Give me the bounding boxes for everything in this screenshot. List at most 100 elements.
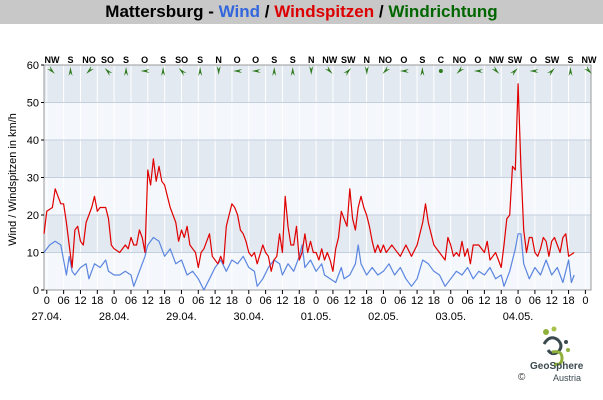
direction-arrow-icon bbox=[68, 67, 73, 76]
x-tick-label: 06 bbox=[58, 295, 70, 307]
direction-label: N bbox=[364, 55, 371, 65]
copyright-symbol: © bbox=[518, 372, 526, 383]
date-label: 30.04. bbox=[233, 311, 264, 323]
direction-arrow-icon bbox=[343, 68, 352, 76]
y-tick-label: 10 bbox=[27, 248, 39, 260]
direction-arrow-icon bbox=[178, 68, 187, 76]
direction-label: O bbox=[530, 55, 537, 65]
logo-name: GeoSphere bbox=[530, 361, 584, 372]
x-tick-label: 12 bbox=[411, 295, 423, 307]
date-label: 29.04. bbox=[166, 311, 197, 323]
date-label: 03.05. bbox=[435, 311, 466, 323]
x-tick-label: 18 bbox=[495, 295, 507, 307]
x-tick-label: 12 bbox=[546, 295, 558, 307]
chart-title: Mattersburg - Wind / Windspitzen / Windr… bbox=[0, 0, 603, 24]
date-label: 04.05. bbox=[503, 311, 534, 323]
date-label: 27.04. bbox=[32, 311, 63, 323]
series-line-windspitzen bbox=[43, 83, 575, 272]
title-sep-3: / bbox=[374, 2, 389, 21]
x-tick-label: 0 bbox=[448, 295, 454, 307]
direction-label: O bbox=[141, 55, 148, 65]
grid-band bbox=[44, 65, 591, 103]
x-tick-label: 12 bbox=[209, 295, 221, 307]
direction-arrow-icon bbox=[420, 67, 425, 76]
y-tick-label: 20 bbox=[27, 210, 39, 222]
direction-label: NW bbox=[582, 55, 597, 65]
x-tick-label: 18 bbox=[226, 295, 238, 307]
direction-arrow-icon bbox=[290, 67, 295, 76]
x-tick-label: 06 bbox=[125, 295, 137, 307]
direction-label: NO bbox=[82, 55, 96, 65]
direction-arrow-icon bbox=[584, 66, 592, 74]
direction-arrow-icon bbox=[86, 66, 94, 74]
x-tick-label: 0 bbox=[44, 295, 50, 307]
direction-arrow-icon bbox=[382, 66, 391, 74]
title-sep-1: - bbox=[203, 2, 219, 21]
grid-band bbox=[44, 102, 591, 140]
direction-arrow-icon bbox=[161, 67, 166, 76]
direction-arrow-icon bbox=[364, 66, 369, 75]
x-tick-label: 18 bbox=[91, 295, 103, 307]
title-station: Mattersburg bbox=[105, 2, 204, 21]
x-tick-label: 06 bbox=[327, 295, 339, 307]
direction-arrow-icon bbox=[198, 67, 203, 76]
series-line-wind bbox=[43, 233, 575, 291]
calm-dot-icon bbox=[438, 69, 443, 73]
direction-label: C bbox=[438, 55, 445, 65]
direction-arrow-icon bbox=[216, 66, 221, 75]
x-tick-label: 18 bbox=[360, 295, 372, 307]
direction-arrow-icon bbox=[399, 69, 409, 73]
x-tick-label: 12 bbox=[142, 295, 154, 307]
x-tick-label: 0 bbox=[582, 295, 588, 307]
direction-label: S bbox=[419, 55, 425, 65]
x-tick-label: 18 bbox=[158, 295, 170, 307]
date-label: 02.05. bbox=[368, 311, 399, 323]
date-label: 01.05. bbox=[301, 311, 332, 323]
logo-sub: Austria bbox=[553, 373, 582, 383]
direction-arrow-icon bbox=[47, 66, 55, 74]
direction-arrow-icon bbox=[491, 66, 500, 74]
y-tick-label: 30 bbox=[27, 173, 39, 185]
direction-label: S bbox=[123, 55, 129, 65]
grid-band bbox=[44, 215, 591, 253]
y-tick-label: 60 bbox=[27, 60, 39, 72]
direction-label: S bbox=[160, 55, 166, 65]
direction-label: NO bbox=[453, 55, 467, 65]
y-tick-label: 0 bbox=[33, 285, 39, 297]
direction-label: SW bbox=[545, 55, 560, 65]
x-tick-label: 12 bbox=[74, 295, 86, 307]
direction-label: NW bbox=[45, 55, 60, 65]
direction-arrow-icon bbox=[124, 67, 129, 76]
direction-arrow-icon bbox=[272, 67, 277, 76]
direction-label: O bbox=[234, 55, 241, 65]
x-tick-label: 12 bbox=[478, 295, 490, 307]
direction-label: NO bbox=[379, 55, 393, 65]
x-tick-label: 18 bbox=[562, 295, 574, 307]
x-tick-label: 06 bbox=[259, 295, 271, 307]
y-tick-label: 50 bbox=[27, 98, 39, 110]
x-tick-label: 06 bbox=[461, 295, 473, 307]
x-tick-label: 0 bbox=[246, 295, 252, 307]
y-axis-label: Wind / Windspitzen in km/h bbox=[7, 113, 19, 246]
direction-label: O bbox=[474, 55, 481, 65]
direction-label: NW bbox=[322, 55, 337, 65]
direction-arrow-icon bbox=[104, 68, 113, 76]
x-tick-label: 06 bbox=[192, 295, 204, 307]
direction-arrow-icon bbox=[509, 68, 518, 76]
direction-arrow-icon bbox=[473, 69, 483, 73]
x-tick-label: 12 bbox=[276, 295, 288, 307]
direction-arrow-icon bbox=[529, 69, 539, 73]
x-tick-label: 0 bbox=[515, 295, 521, 307]
grid-band bbox=[44, 140, 591, 178]
x-tick-label: 18 bbox=[428, 295, 440, 307]
direction-arrow-icon bbox=[233, 69, 243, 73]
direction-label: N bbox=[308, 55, 315, 65]
date-label: 28.04. bbox=[99, 311, 130, 323]
x-tick-label: 06 bbox=[394, 295, 406, 307]
direction-label: SO bbox=[101, 55, 114, 65]
title-sep-2: / bbox=[260, 2, 275, 21]
y-tick-label: 40 bbox=[27, 135, 39, 147]
direction-label: SO bbox=[175, 55, 188, 65]
x-tick-label: 18 bbox=[293, 295, 305, 307]
